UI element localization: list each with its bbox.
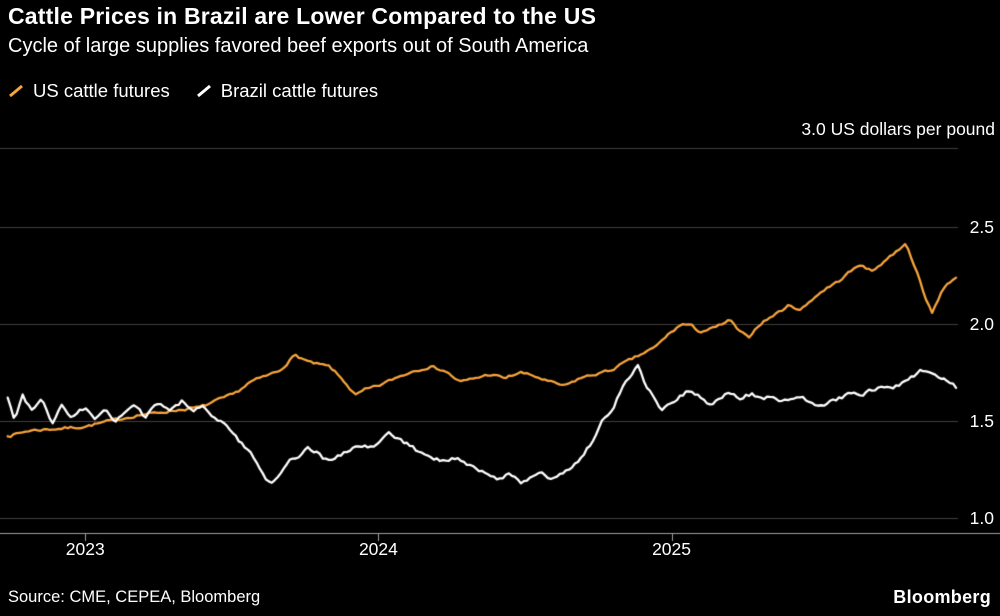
legend-item-us-cattle-futures: US cattle futures (8, 80, 170, 102)
chart-title: Cattle Prices in Brazil are Lower Compar… (8, 3, 597, 29)
y-axis-unit-label: 3.0 US dollars per pound (801, 119, 995, 139)
source-text: Source: CME, CEPEA, Bloomberg (8, 588, 261, 606)
y-axis-tick-label: 2.0 (969, 314, 994, 335)
legend-label-brazil: Brazil cattle futures (220, 80, 379, 101)
x-axis-tick-label: 2023 (65, 539, 105, 559)
legend-label-us: US cattle futures (33, 80, 170, 101)
y-axis-tick-label: 1.0 (969, 507, 994, 528)
y-axis-tick-label: 1.5 (969, 410, 994, 431)
us-series-line-icon (9, 84, 23, 97)
legend-item-brazil-cattle-futures: Brazil cattle futures (196, 80, 378, 102)
bloomberg-logo: Bloomberg (893, 587, 991, 607)
x-axis-tick-label: 2024 (358, 539, 398, 559)
chart-legend: US cattle futures Brazil cattle futures (8, 80, 378, 102)
y-axis-tick-label: 2.5 (969, 217, 994, 238)
chart-subtitle: Cycle of large supplies favored beef exp… (8, 35, 589, 57)
x-axis-tick-label: 2025 (652, 539, 692, 559)
brazil-series-line-icon (196, 84, 211, 97)
